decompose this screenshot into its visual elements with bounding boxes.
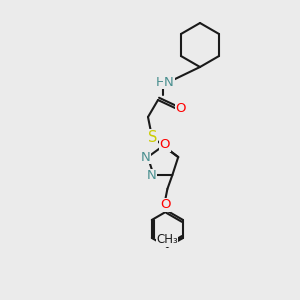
Text: CH₃: CH₃ bbox=[156, 233, 178, 246]
Text: O: O bbox=[160, 139, 170, 152]
Text: O: O bbox=[176, 101, 186, 115]
Text: N: N bbox=[141, 151, 151, 164]
Text: O: O bbox=[160, 198, 171, 212]
Text: N: N bbox=[164, 76, 174, 88]
Text: H: H bbox=[156, 76, 166, 88]
Text: N: N bbox=[147, 169, 157, 182]
Text: S: S bbox=[148, 130, 158, 145]
